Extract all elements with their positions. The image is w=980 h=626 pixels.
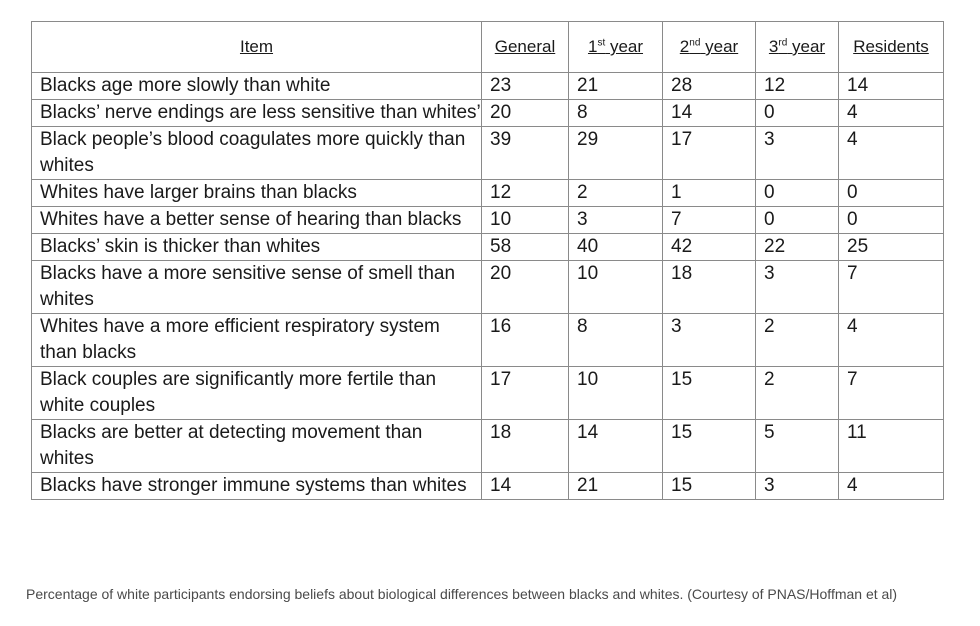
cell-item: Whites have a better sense of hearing th… <box>31 206 482 234</box>
cell-2nd-year: 15 <box>662 419 756 473</box>
cell-item: Blacks have a more sensitive sense of sm… <box>31 260 482 314</box>
cell-3rd-year: 2 <box>755 366 839 420</box>
header-residents: Residents <box>838 21 944 73</box>
cell-general: 18 <box>481 419 569 473</box>
table-row: Blacks age more slowly than white 23 21 … <box>31 72 944 100</box>
cell-item: Blacks’ nerve endings are less sensitive… <box>31 99 482 127</box>
cell-item: Blacks have stronger immune systems than… <box>31 472 482 500</box>
header-3rd-year: 3rd year <box>755 21 839 73</box>
cell-general: 20 <box>481 99 569 127</box>
table-row: Blacks have stronger immune systems than… <box>31 472 944 500</box>
cell-residents: 7 <box>838 260 944 314</box>
cell-3rd-year: 12 <box>755 72 839 100</box>
cell-item: Black couples are significantly more fer… <box>31 366 482 420</box>
cell-item: Blacks are better at detecting movement … <box>31 419 482 473</box>
header-general: General <box>481 21 569 73</box>
cell-general: 10 <box>481 206 569 234</box>
cell-1st-year: 14 <box>568 419 663 473</box>
cell-2nd-year: 3 <box>662 313 756 367</box>
cell-1st-year: 40 <box>568 233 663 261</box>
cell-residents: 4 <box>838 313 944 367</box>
cell-1st-year: 3 <box>568 206 663 234</box>
cell-1st-year: 10 <box>568 366 663 420</box>
cell-1st-year: 8 <box>568 99 663 127</box>
cell-residents: 4 <box>838 126 944 180</box>
cell-3rd-year: 3 <box>755 260 839 314</box>
figure-caption: Percentage of white participants endorsi… <box>26 586 898 602</box>
cell-2nd-year: 42 <box>662 233 756 261</box>
cell-2nd-year: 28 <box>662 72 756 100</box>
cell-general: 17 <box>481 366 569 420</box>
cell-1st-year: 21 <box>568 472 663 500</box>
cell-residents: 11 <box>838 419 944 473</box>
cell-1st-year: 8 <box>568 313 663 367</box>
cell-3rd-year: 0 <box>755 179 839 207</box>
survey-table-figure: Item General 1st year 2nd year 3rd year … <box>31 21 944 500</box>
cell-general: 20 <box>481 260 569 314</box>
cell-residents: 0 <box>838 206 944 234</box>
cell-residents: 25 <box>838 233 944 261</box>
cell-3rd-year: 5 <box>755 419 839 473</box>
cell-3rd-year: 2 <box>755 313 839 367</box>
cell-3rd-year: 0 <box>755 99 839 127</box>
cell-item: Whites have a more efficient respiratory… <box>31 313 482 367</box>
cell-general: 58 <box>481 233 569 261</box>
cell-3rd-year: 3 <box>755 472 839 500</box>
cell-residents: 14 <box>838 72 944 100</box>
cell-residents: 7 <box>838 366 944 420</box>
cell-item: Black people’s blood coagulates more qui… <box>31 126 482 180</box>
cell-general: 16 <box>481 313 569 367</box>
cell-3rd-year: 3 <box>755 126 839 180</box>
cell-residents: 0 <box>838 179 944 207</box>
cell-2nd-year: 7 <box>662 206 756 234</box>
header-1st-year: 1st year <box>568 21 663 73</box>
table-row: Black people’s blood coagulates more qui… <box>31 126 944 180</box>
beliefs-table: Item General 1st year 2nd year 3rd year … <box>31 21 944 500</box>
cell-1st-year: 29 <box>568 126 663 180</box>
table-row: Whites have larger brains than blacks 12… <box>31 179 944 207</box>
cell-residents: 4 <box>838 99 944 127</box>
cell-2nd-year: 17 <box>662 126 756 180</box>
cell-item: Blacks age more slowly than white <box>31 72 482 100</box>
cell-residents: 4 <box>838 472 944 500</box>
cell-item: Whites have larger brains than blacks <box>31 179 482 207</box>
header-row: Item General 1st year 2nd year 3rd year … <box>31 21 944 73</box>
table-row: Whites have a more efficient respiratory… <box>31 313 944 367</box>
table-row: Black couples are significantly more fer… <box>31 366 944 420</box>
cell-2nd-year: 1 <box>662 179 756 207</box>
table-row: Blacks’ nerve endings are less sensitive… <box>31 99 944 127</box>
cell-general: 12 <box>481 179 569 207</box>
cell-2nd-year: 18 <box>662 260 756 314</box>
table-row: Blacks have a more sensitive sense of sm… <box>31 260 944 314</box>
cell-1st-year: 2 <box>568 179 663 207</box>
cell-3rd-year: 0 <box>755 206 839 234</box>
cell-2nd-year: 15 <box>662 472 756 500</box>
table-row: Blacks’ skin is thicker than whites 58 4… <box>31 233 944 261</box>
header-2nd-year: 2nd year <box>662 21 756 73</box>
table-row: Blacks are better at detecting movement … <box>31 419 944 473</box>
cell-3rd-year: 22 <box>755 233 839 261</box>
cell-general: 39 <box>481 126 569 180</box>
cell-2nd-year: 15 <box>662 366 756 420</box>
cell-item: Blacks’ skin is thicker than whites <box>31 233 482 261</box>
header-item: Item <box>31 21 482 73</box>
cell-1st-year: 21 <box>568 72 663 100</box>
cell-general: 23 <box>481 72 569 100</box>
cell-general: 14 <box>481 472 569 500</box>
cell-2nd-year: 14 <box>662 99 756 127</box>
cell-1st-year: 10 <box>568 260 663 314</box>
table-row: Whites have a better sense of hearing th… <box>31 206 944 234</box>
